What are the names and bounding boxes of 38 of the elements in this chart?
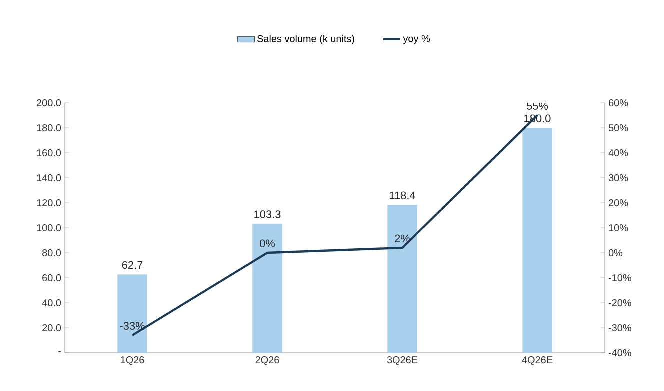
legend-label: Sales volume (k units) xyxy=(258,35,354,44)
y2-tick-label: -30% xyxy=(608,324,632,332)
y2-tick-label: 20% xyxy=(609,199,628,207)
y2-tick-label: 30% xyxy=(608,174,628,182)
y-tick-label: 60.0 xyxy=(42,274,62,282)
bar xyxy=(118,274,148,353)
bar xyxy=(252,224,282,353)
data-label: 2% xyxy=(395,234,410,242)
y-tick-label: 100.0 xyxy=(37,224,62,232)
y2-tick-label: -40% xyxy=(608,349,632,357)
y2-tick-label: 50% xyxy=(608,124,628,132)
y-tick-label: 180.0 xyxy=(37,124,62,132)
x-tick-label: 3Q26E xyxy=(387,356,418,366)
data-label: 0% xyxy=(260,240,276,248)
y-tick-label: 80.0 xyxy=(42,249,62,257)
y-tick-label: 40.0 xyxy=(42,299,62,307)
y-tick-label: - xyxy=(58,351,62,352)
y2-tick-label: 40% xyxy=(608,149,628,157)
bar xyxy=(388,205,418,353)
y2-tick-label: -10% xyxy=(608,274,632,282)
legend-label: yoy % xyxy=(403,35,430,44)
x-tick-label: 1Q26 xyxy=(121,356,144,366)
y2-tick-label: -20% xyxy=(608,299,632,307)
bar xyxy=(522,128,552,353)
y-tick-label: 120.0 xyxy=(37,199,62,207)
y-tick-label: 160.0 xyxy=(37,149,62,157)
data-label: -33% xyxy=(120,322,145,330)
y2-tick-label: 10% xyxy=(609,224,628,232)
data-label: 118.4 xyxy=(390,192,416,200)
y-tick-label: 20.0 xyxy=(42,324,62,332)
y2-tick-label: 0% xyxy=(608,249,623,257)
data-label: 62.7 xyxy=(122,261,143,270)
data-label: 103.3 xyxy=(254,210,281,218)
y-tick-label: 200.0 xyxy=(37,99,62,107)
x-tick-label: 2Q26 xyxy=(256,356,280,366)
y-tick-label: 140.0 xyxy=(37,174,62,182)
y2-tick-label: 60% xyxy=(609,99,628,107)
x-tick-label: 4Q26E xyxy=(522,356,553,366)
